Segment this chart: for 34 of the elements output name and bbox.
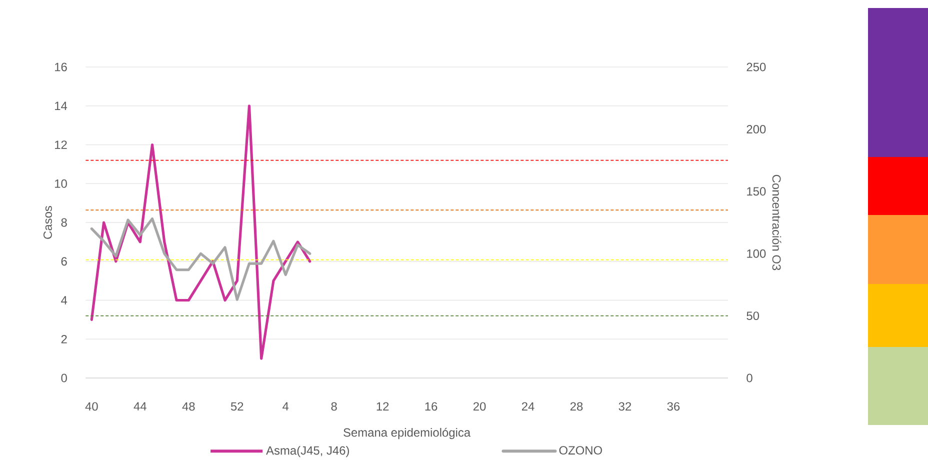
x-tick-label: 32 xyxy=(618,402,632,411)
x-tick-label: 20 xyxy=(473,402,486,411)
x-tick-label: 24 xyxy=(522,402,534,411)
y-tick-label: 14 xyxy=(55,102,68,110)
y-tick-label: 10 xyxy=(55,179,67,188)
x-tick-label: 48 xyxy=(182,402,195,411)
x-tick-label: 52 xyxy=(230,402,244,411)
y2-tick-label: 200 xyxy=(746,124,766,134)
x-tick-label: 12 xyxy=(376,402,389,411)
x-tick-label: 36 xyxy=(667,402,680,411)
y-axis-title: Casos xyxy=(43,206,52,239)
y2-axis-title: Concentración O3 xyxy=(772,174,782,270)
y-tick-label: 16 xyxy=(55,62,67,72)
x-tick-label: 4 xyxy=(282,402,289,410)
x-tick-label: 8 xyxy=(331,402,337,411)
x-axis-title: Semana epidemiológica xyxy=(344,428,471,440)
x-tick-label: 16 xyxy=(425,402,438,411)
x-tick-label: 28 xyxy=(570,402,583,411)
y-tick-label: 4 xyxy=(61,296,68,304)
x-tick-label: 40 xyxy=(85,402,98,411)
y2-tick-label: 250 xyxy=(746,62,766,72)
y-tick-label: 6 xyxy=(61,257,67,266)
y2-tick-label: 0 xyxy=(746,374,752,382)
y-tick-label: 12 xyxy=(55,140,67,149)
y-tick-label: 2 xyxy=(61,334,67,344)
y-tick-label: 8 xyxy=(61,218,67,227)
y2-tick-label: 150 xyxy=(747,187,766,196)
legend-label: Asma(J45, J46) xyxy=(266,446,349,458)
legend-label: OZONO xyxy=(559,446,602,455)
line-series xyxy=(90,217,312,301)
y-tick-label: 0 xyxy=(61,374,67,382)
x-tick-label: 44 xyxy=(134,402,146,410)
y2-tick-label: 100 xyxy=(747,249,766,258)
y2-tick-label: 50 xyxy=(746,312,760,320)
